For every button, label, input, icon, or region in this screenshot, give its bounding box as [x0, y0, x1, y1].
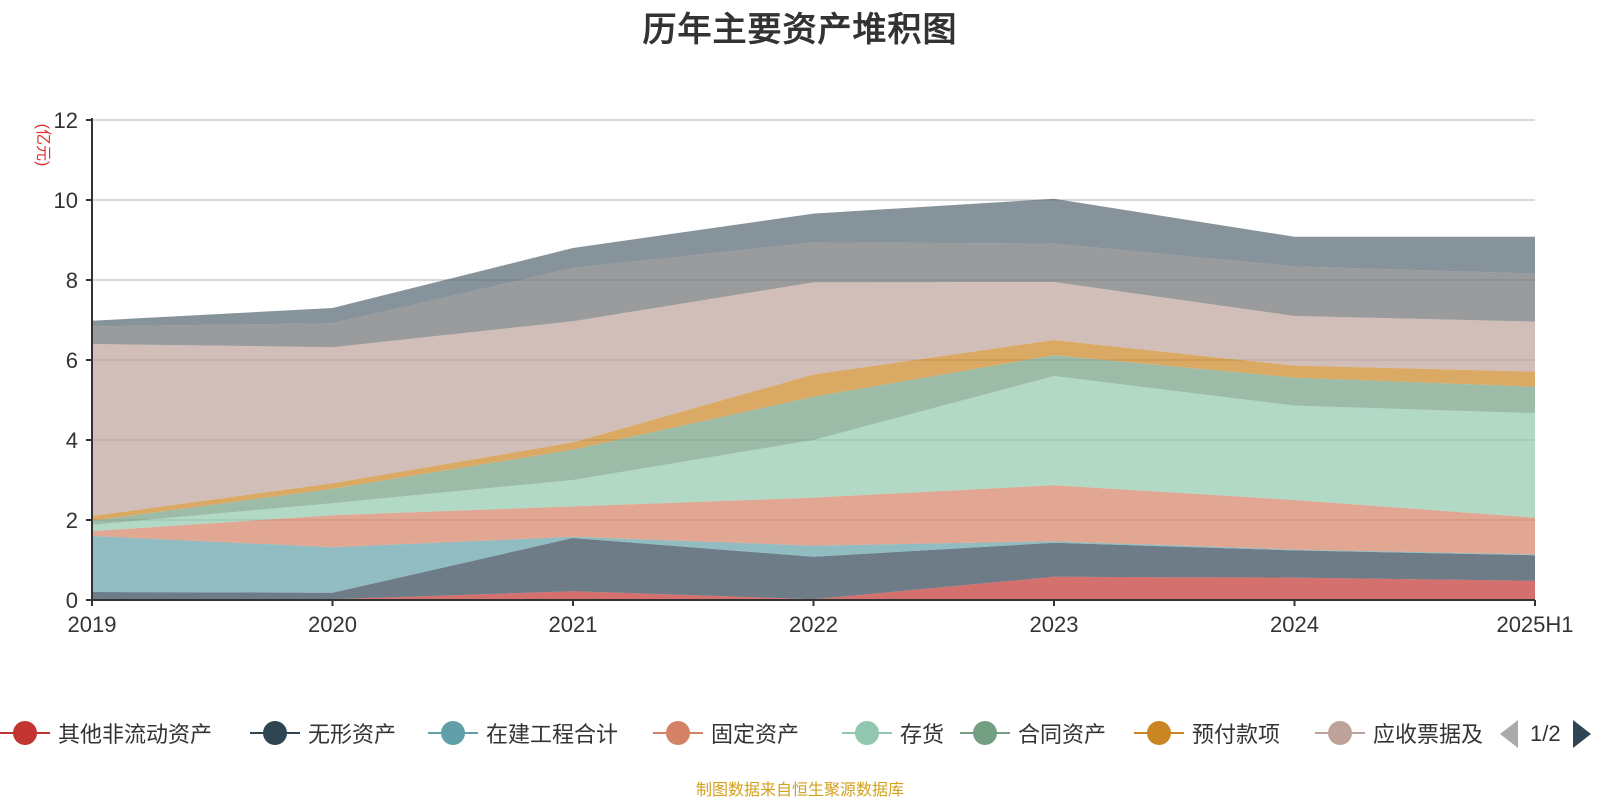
legend-item[interactable]: 合同资产 [960, 713, 1106, 753]
data-source-note: 制图数据来自恒生聚源数据库 [695, 782, 904, 799]
legend: 其他非流动资产 无形资产 在建工程合计 固定资产 存货 合同资产 预付款项 应收票据及应收账款 [0, 713, 1600, 753]
area-series-5 [92, 376, 1535, 532]
area-series-10 [92, 198, 1535, 327]
legend-label: 其他非流动资产 [58, 722, 213, 747]
area-series-8 [92, 282, 1535, 516]
legend-label: 无形资产 [308, 722, 397, 747]
axes: 0 2 4 6 8 10 12 2019 2020 2021 2022 2023 2024 2025H1 [54, 108, 1574, 637]
x-tick-label: 2024 [1270, 612, 1319, 637]
legend-marker-icon [960, 719, 1010, 747]
area-series-1 [92, 576, 1535, 600]
legend-page-indicator: 1/2 [1530, 721, 1561, 746]
chart-title: 历年主要资产堆积图 [642, 11, 958, 49]
legend-marker-icon [1315, 719, 1365, 747]
legend-pager: 1/2 [1500, 716, 1591, 752]
x-tick-label: 2023 [1030, 612, 1079, 637]
legend-item[interactable]: 应收票据及应收账款 [1315, 713, 1483, 753]
legend-marker-icon [428, 719, 478, 747]
legend-label: 预付款项 [1192, 722, 1281, 747]
legend-label: 固定资产 [711, 722, 800, 747]
y-tick-label: 2 [66, 508, 78, 533]
legend-marker-icon [250, 719, 300, 747]
legend-label: 应收票据及应收账款 [1373, 722, 1483, 747]
area-series-3 [92, 536, 1535, 593]
x-tick-label: 2025H1 [1496, 612, 1573, 637]
legend-item[interactable]: 其他非流动资产 [0, 713, 212, 753]
next-page-icon[interactable] [1572, 720, 1591, 748]
y-tick-label: 10 [54, 188, 78, 213]
legend-label: 存货 [900, 722, 945, 747]
x-tick-label: 2020 [308, 612, 357, 637]
y-tick-label: 4 [66, 428, 78, 453]
y-tick-label: 8 [66, 268, 78, 293]
legend-marker-icon [842, 719, 892, 747]
x-tick-label: 2022 [789, 612, 838, 637]
legend-item[interactable]: 存货 [842, 713, 944, 753]
y-axis-unit-label: (亿元) [34, 124, 52, 167]
legend-marker-icon [0, 719, 50, 747]
y-tick-label: 6 [66, 348, 78, 373]
area-series-7 [92, 340, 1535, 521]
previous-page-icon[interactable] [1500, 720, 1518, 748]
area-series-6 [92, 355, 1535, 525]
stacked-areas [92, 198, 1535, 600]
legend-marker-icon [653, 719, 703, 747]
legend-marker-icon [1134, 719, 1184, 747]
legend-item[interactable]: 固定资产 [653, 713, 799, 753]
area-series-2 [92, 538, 1535, 600]
legend-item[interactable]: 在建工程合计 [428, 713, 618, 753]
x-tick-label: 2021 [549, 612, 598, 637]
legend-label: 合同资产 [1018, 722, 1107, 747]
x-tick-label: 2019 [68, 612, 117, 637]
legend-item[interactable]: 预付款项 [1134, 713, 1280, 753]
y-tick-label: 0 [66, 588, 78, 613]
y-tick-label: 12 [54, 108, 78, 133]
area-series-4 [92, 485, 1535, 555]
area-series-9 [92, 242, 1535, 348]
legend-label: 在建工程合计 [486, 722, 619, 747]
legend-item[interactable]: 无形资产 [250, 713, 396, 753]
